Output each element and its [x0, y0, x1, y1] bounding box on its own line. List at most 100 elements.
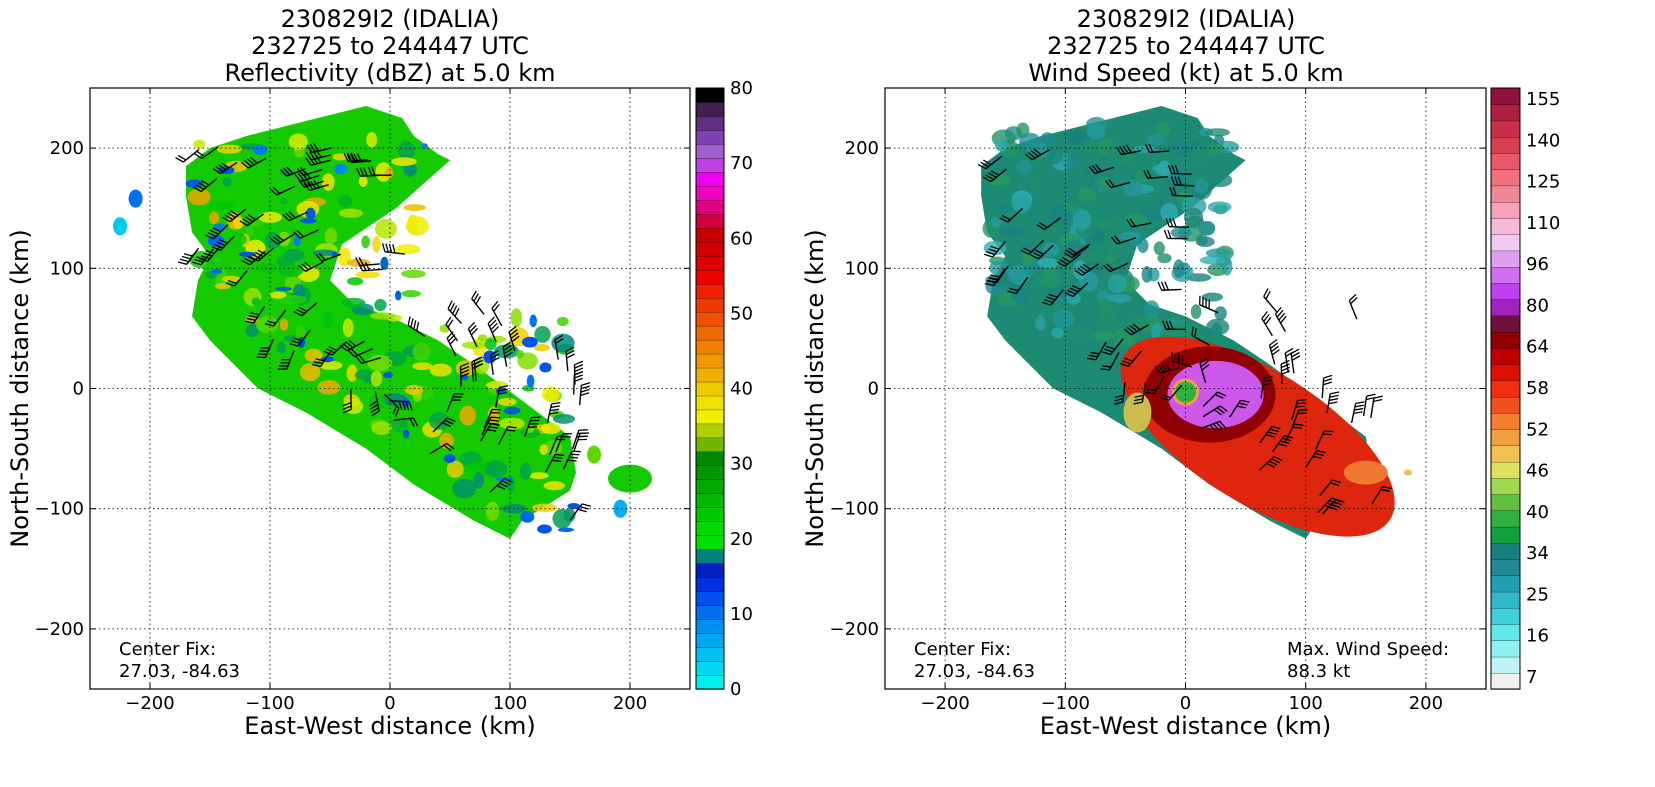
wind-barb-flag [248, 314, 258, 319]
wind-barb-flag [221, 162, 230, 169]
wind-barb-flag [1121, 360, 1131, 365]
wind-barb-flag [1064, 291, 1074, 298]
wind-barb-flag [1168, 320, 1174, 330]
colorbar-swatch [1490, 461, 1521, 479]
colorbar-swatch [695, 549, 725, 564]
wind-barb-flag [1042, 301, 1052, 306]
reflectivity-cell-low [274, 286, 293, 291]
wind-barb-flag [1114, 401, 1124, 405]
wind-barb-flag [298, 306, 308, 312]
y-tick-label: −200 [830, 619, 879, 640]
wind-barb-flag [1062, 257, 1071, 263]
wind-barb-flag [326, 348, 335, 354]
wind-barb-flag [1294, 423, 1304, 426]
reflectivity-cell [209, 201, 235, 210]
wind-barb-flag [1088, 166, 1096, 174]
reflectivity-cell [461, 341, 486, 349]
wind-barb-flag [1284, 434, 1294, 439]
wind-barb-flag [294, 174, 302, 182]
wind-barb-flag [987, 279, 997, 284]
colorbar-swatch [695, 185, 725, 201]
wind-barb-flag [1333, 501, 1343, 506]
wind-barb-flag [250, 312, 260, 316]
colorbar-swatch [1490, 250, 1521, 268]
wind-barb-flag [1270, 342, 1279, 349]
y-axis-label: North-South distance (km) [6, 229, 34, 548]
wind-barb-flag [315, 155, 322, 164]
reflectivity-cell [405, 216, 429, 236]
wind-cell [1063, 202, 1079, 213]
wind-barb-flag [1263, 288, 1269, 297]
wind-barb-flag [183, 253, 193, 257]
colorbar-swatch [695, 199, 725, 215]
wind-barb-flag [413, 320, 417, 330]
wind-barb-flag [1164, 362, 1171, 371]
wind-barb-flag [306, 144, 313, 154]
wind-barb-flag [1165, 320, 1170, 330]
reflectivity-cell [374, 298, 387, 312]
wind-barb-flag [1044, 299, 1054, 304]
wind-barb-flag [392, 405, 398, 415]
colorbar-swatch [1490, 331, 1521, 349]
wind-barb-flag [490, 423, 500, 426]
reflectivity-cell [323, 311, 334, 330]
colorbar-swatch [695, 157, 725, 173]
wind-barb-flag [489, 319, 497, 328]
reflectivity-cell-low [238, 251, 256, 257]
colorbar: 0 10 20 30 40 50 60 70 80 [695, 78, 753, 700]
reflectivity-cell [312, 249, 337, 257]
reflectivity-cell [279, 197, 288, 205]
wind-barb-flag [311, 155, 319, 165]
colorbar-swatch [695, 213, 725, 229]
wind-cell [1205, 128, 1230, 137]
wind-barb-flag [369, 400, 378, 407]
colorbar-swatch [695, 129, 725, 145]
annotation-text: Center Fix: [119, 639, 216, 660]
x-tick-label: −100 [1041, 693, 1090, 714]
reflectivity-cell [534, 325, 551, 343]
wind-barb-flag [227, 212, 236, 219]
wind-barb-flag [1219, 420, 1227, 429]
colorbar-swatch [695, 241, 725, 257]
wind-barb-flag [1167, 164, 1173, 174]
reflectivity-cell [251, 297, 261, 307]
wind-barb-flag [283, 167, 291, 176]
wind-barb-flag [246, 255, 256, 261]
wind-barb-flag [1104, 348, 1113, 353]
wind-barb-flag [241, 260, 251, 266]
colorbar-swatch [1490, 169, 1521, 187]
wind-barb-flag [273, 236, 282, 243]
reflectivity-cell-low [253, 144, 268, 156]
wind-barb-flag [205, 250, 215, 255]
wind-barb-flag [499, 482, 508, 488]
reflectivity-cell [469, 460, 487, 471]
wind-barb-flag [301, 263, 309, 271]
wind-barb-flag [1332, 479, 1342, 484]
colorbar-swatch [695, 423, 725, 439]
wind-barb-flag [175, 156, 184, 163]
wind-barb-flag [1074, 269, 1083, 276]
wind-cell [1209, 173, 1233, 188]
wind-barb-flag [212, 227, 222, 233]
reflectivity-cell [370, 312, 396, 320]
wind-barb-flag [1020, 249, 1030, 255]
wind-barb-flag [1114, 394, 1124, 399]
wind-barb-flag [301, 172, 308, 180]
wind-barb-flag [246, 317, 256, 321]
colorbar-label: 140 [1526, 130, 1560, 151]
wind-barb-flag [193, 153, 203, 160]
wind-barb-flag [401, 401, 406, 411]
colorbar-swatch [1490, 87, 1521, 105]
wind-barb-flag [496, 485, 506, 490]
wind-barb-flag [1124, 357, 1134, 362]
colorbar-label: 34 [1526, 543, 1549, 564]
reflectivity-cell-low [520, 510, 535, 523]
x-tick-label: 100 [1289, 693, 1323, 714]
wind-barb-flag [1323, 378, 1333, 382]
wind-barb-flag [553, 456, 563, 460]
reflectivity-cell [552, 508, 572, 529]
wind-cell [999, 226, 1025, 237]
wind-barb-flag [1114, 397, 1124, 402]
reflectivity-cell [519, 462, 532, 480]
wind-barb-flag [229, 210, 239, 216]
